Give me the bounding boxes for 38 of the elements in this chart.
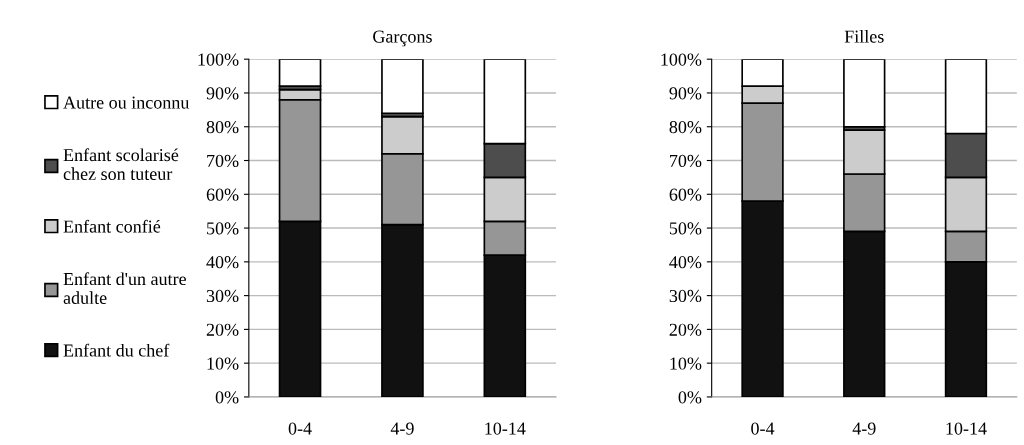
legend-label: Enfant scolarisé chez son tuteur [63,148,179,181]
x-tick-label: 4-9 [852,422,876,435]
y-tick-label: 50% [207,222,239,235]
y-tick-label: 100% [661,53,702,66]
y-tick-label: 80% [206,120,239,134]
y-tick-label: 80% [669,120,702,134]
y-tick-label: 90% [669,87,702,100]
x-tick-label: 0-4 [288,422,312,435]
y-tick-label: 100% [198,53,239,66]
y-tick-label: 0% [215,391,239,404]
chart-title: Garçons [373,30,432,47]
y-tick-label: 60% [206,188,239,201]
bar [843,59,886,128]
x-tick-label: 10-14 [946,422,987,435]
x-tick-label: 0-4 [751,422,775,435]
bar [278,59,322,88]
y-tick-label: 30% [206,289,239,303]
y-tick-label: 10% [670,357,702,370]
y-tick-label: 30% [669,289,702,303]
y-tick-label: 0% [678,391,702,404]
y-tick-label: 40% [206,256,239,269]
y-tick-label: 50% [669,222,702,235]
y-tick-label: 20% [669,323,702,336]
y-tick-label: 90% [206,87,239,100]
y-tick-label: 40% [669,256,702,269]
x-tick-label: 4-9 [390,422,414,435]
y-tick-label: 10% [207,357,239,370]
y-tick-label: 60% [669,188,702,201]
legend-label: Enfant d'un autre adulte [63,272,186,304]
y-tick-label: 70% [207,154,239,168]
legend-label: Autre ou inconnu [63,96,190,109]
x-tick-label: 10-14 [485,422,526,435]
chart-title: Filles [844,29,884,43]
legend-label: Enfant du chef [63,343,170,357]
y-tick-label: 20% [206,323,239,336]
legend-label: Enfant confié [63,219,161,233]
y-tick-label: 70% [670,154,702,168]
bar [381,59,424,115]
